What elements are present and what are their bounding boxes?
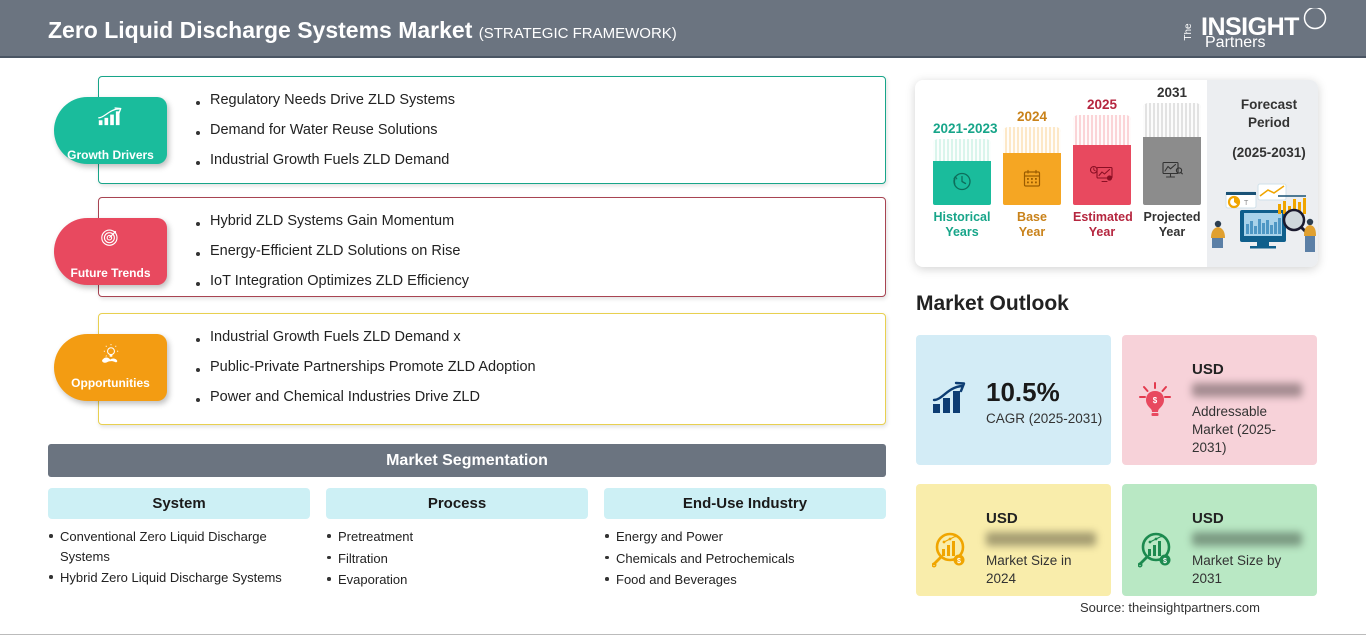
svg-text:The: The [1184,23,1194,41]
svg-text:T: T [1244,200,1249,207]
svg-text:Partners: Partners [1205,34,1265,50]
svg-text:$: $ [957,558,961,565]
svg-text:$: $ [1163,558,1167,565]
svg-text:$: $ [1153,396,1158,405]
